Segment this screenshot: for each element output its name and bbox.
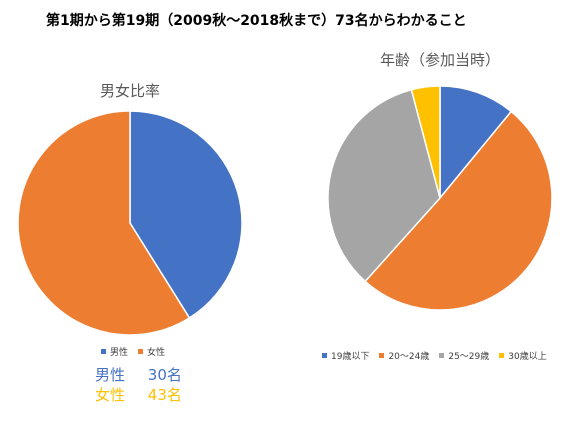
gender-pie-chart — [17, 110, 243, 336]
legend-label: 19歳以下 — [331, 352, 370, 362]
legend-swatch — [499, 353, 505, 358]
age-legend-item: 25〜29歳 — [439, 349, 489, 362]
gender-legend: 男性 女性 — [101, 345, 175, 358]
age-legend-item: 19歳以下 — [322, 349, 369, 362]
page-title: 第1期から第19期（2009秋〜2018秋まで）73名からわかること — [46, 13, 467, 29]
gender-legend-item: 男性 — [101, 345, 128, 358]
gender-slice-2 — [17, 110, 191, 336]
legend-swatch — [322, 353, 327, 358]
legend-label: 男性 — [110, 348, 129, 358]
age-legend: 19歳以下 20〜24歳 25〜29歳 30歳以上 — [322, 349, 557, 362]
age-legend-item: 30歳以上 — [499, 349, 547, 362]
legend-label: 女性 — [147, 348, 166, 358]
female-count-label: 女性 — [95, 386, 126, 404]
male-count-note: 男性 30名 — [95, 364, 182, 385]
gender-chart-title: 男女比率 — [99, 82, 160, 100]
legend-label: 20〜24歳 — [388, 352, 430, 362]
age-slice-3 — [327, 88, 441, 283]
female-count-note: 女性 43名 — [95, 384, 182, 405]
legend-label: 30歳以上 — [508, 352, 547, 362]
age-slice-4 — [410, 85, 441, 199]
legend-swatch — [138, 349, 144, 354]
legend-swatch — [439, 353, 445, 358]
legend-swatch — [379, 353, 385, 358]
gender-legend-item: 女性 — [138, 345, 165, 358]
age-chart-title: 年齢（参加当時） — [379, 51, 500, 69]
age-legend-item: 20〜24歳 — [379, 349, 429, 362]
gender-slice-1 — [129, 110, 243, 319]
age-pie-chart — [327, 85, 553, 311]
age-slice-2 — [364, 110, 553, 311]
age-slice-1 — [439, 85, 513, 201]
male-count-label: 男性 — [95, 366, 126, 384]
male-count-value: 30名 — [147, 366, 182, 384]
female-count-value: 43名 — [147, 386, 182, 404]
legend-swatch — [101, 349, 106, 354]
legend-label: 25〜29歳 — [448, 352, 490, 362]
